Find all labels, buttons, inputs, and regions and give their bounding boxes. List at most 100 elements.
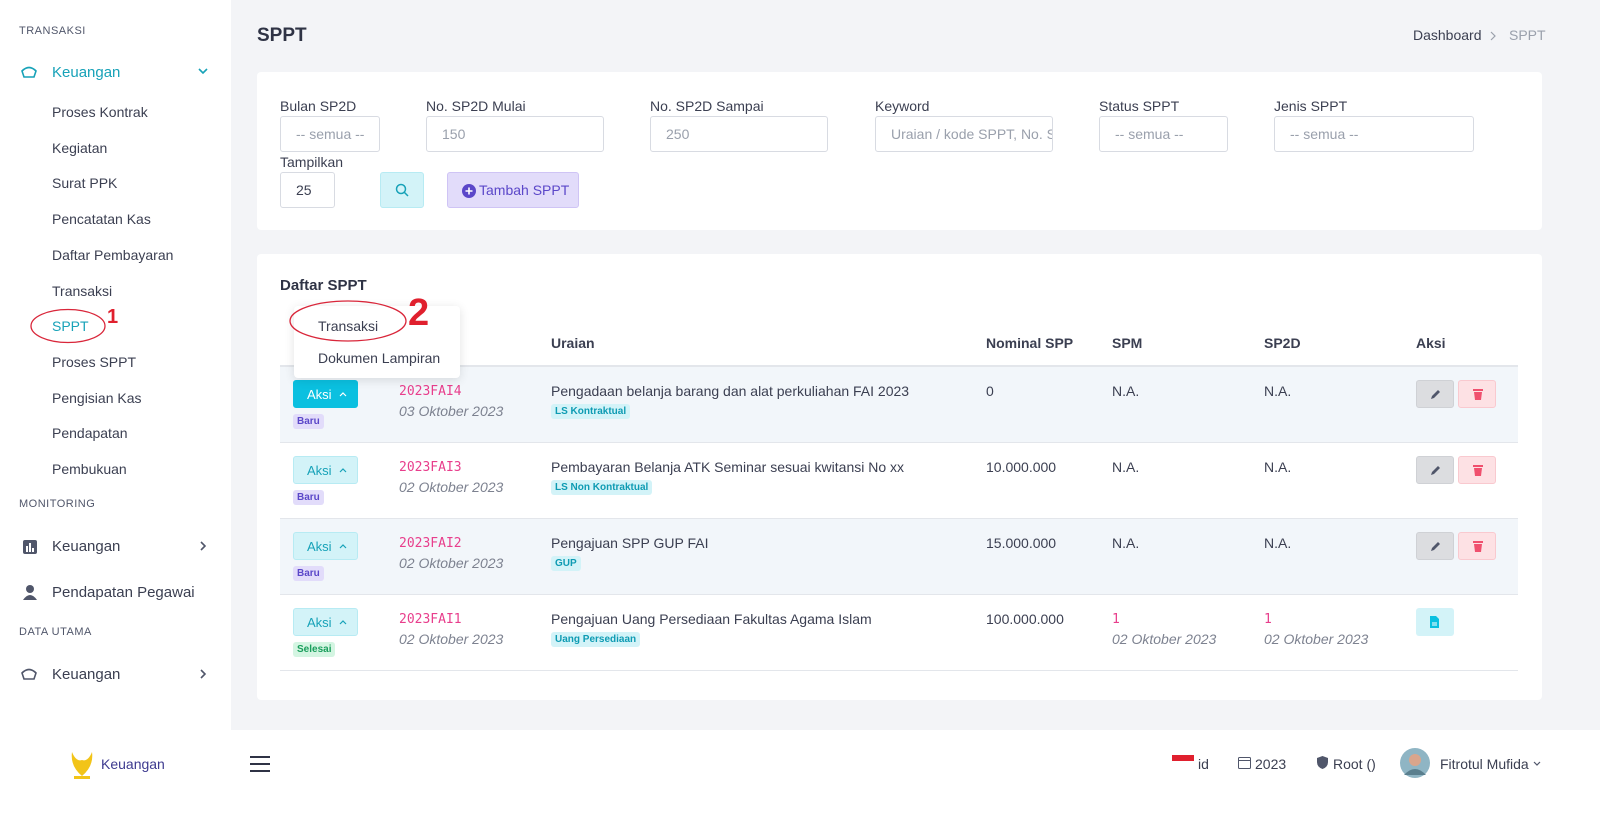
user-name[interactable]: Fitrotul Mufida — [1440, 756, 1529, 772]
delete-icon-part — [1473, 541, 1483, 543]
action-button[interactable]: Aksi — [293, 532, 358, 560]
annotation-ellipse-part — [30, 308, 106, 344]
delete-button[interactable] — [1458, 380, 1496, 408]
breadcrumb-item[interactable]: Dashboard — [1413, 27, 1482, 43]
field-input[interactable]: 25 — [280, 172, 335, 208]
edit-button[interactable] — [1416, 456, 1454, 484]
shield-icon — [1317, 756, 1328, 769]
chevron-part — [200, 541, 207, 551]
caret-part — [339, 468, 347, 473]
breadcrumb-sep — [1490, 31, 1496, 41]
breadcrumb-sep-part — [1490, 31, 1496, 41]
nominal: 100.000.000 — [986, 611, 1064, 627]
edit-icon-part — [1431, 542, 1440, 551]
page-title: SPPT — [257, 25, 307, 46]
field-input[interactable]: 150 — [426, 116, 604, 152]
menu-item[interactable]: Pendapatan Pegawai — [52, 584, 195, 601]
main: SPPT Dashboard SPPT Bulan SP2D -- semua -- No… — [231, 0, 1600, 730]
search-icon — [395, 183, 409, 197]
action-button[interactable]: Aksi — [293, 380, 358, 408]
field-label: No. SP2D Mulai — [426, 98, 526, 114]
menu-item[interactable]: Keuangan — [52, 538, 121, 555]
menu-item[interactable]: Keuangan — [52, 666, 121, 683]
field-input[interactable]: -- semua -- — [1274, 116, 1474, 152]
delete-icon-part — [1473, 389, 1483, 391]
dropdown-item[interactable]: Dokumen Lampiran — [318, 350, 441, 366]
submenu-item[interactable]: SPPT — [52, 318, 89, 335]
submenu-item[interactable]: Pembukuan — [52, 461, 127, 477]
dropdown-item[interactable]: Transaksi — [318, 318, 379, 334]
breadcrumb-item: SPPT — [1509, 27, 1546, 43]
submenu-item[interactable]: Pencatatan Kas — [52, 211, 151, 228]
calendar-icon-part — [1238, 757, 1251, 769]
hamburger — [250, 756, 270, 772]
avatar-part — [1409, 754, 1421, 766]
edit-button[interactable] — [1416, 532, 1454, 560]
type-tag: Uang Persediaan — [551, 632, 641, 647]
sppt-code[interactable]: 2023FAI4 — [399, 384, 462, 399]
description: Pengajuan Uang Persediaan Fakultas Agama… — [551, 611, 872, 627]
chevron — [1533, 761, 1541, 766]
annotation-ellipse-part — [289, 300, 407, 342]
sidebar: TRANSAKSI Keuangan Proses Kontrak Kegiatan S… — [0, 0, 231, 730]
field-input[interactable]: 250 — [650, 116, 828, 152]
menu-icon-part — [23, 595, 37, 600]
sppt-code[interactable]: 2023FAI2 — [399, 536, 462, 551]
status-badge: Baru — [293, 414, 324, 429]
logo — [71, 752, 93, 779]
submenu-item[interactable]: Kegiatan — [52, 139, 108, 156]
menu-icon-part — [21, 668, 37, 680]
field-label: Status SPPT — [1099, 98, 1180, 114]
filter-card: Bulan SP2D -- semua -- No. SP2D Mulai 150 No… — [257, 72, 1542, 230]
add-button[interactable]: Tambah SPPT — [447, 172, 579, 208]
search-button[interactable] — [380, 172, 424, 208]
caret — [339, 544, 347, 549]
field-label: Bulan SP2D — [280, 98, 357, 114]
edit-icon — [1431, 466, 1440, 475]
chevron — [198, 68, 208, 75]
logo-part — [74, 776, 90, 779]
action-button[interactable]: Aksi — [293, 456, 358, 484]
sppt-date: 03 Oktober 2023 — [399, 403, 504, 419]
field-label: Keyword — [875, 98, 930, 114]
dropdown-menu: Transaksi Dokumen Lampiran — [294, 306, 460, 378]
search-icon-part — [395, 183, 407, 195]
field-input[interactable]: -- semua -- — [280, 116, 380, 152]
edit-icon-part — [1431, 466, 1440, 475]
submenu-item[interactable]: Proses SPPT — [52, 353, 137, 370]
delete-button[interactable] — [1458, 532, 1496, 560]
flag — [1172, 755, 1194, 767]
delete-icon — [1473, 541, 1483, 552]
sppt-code[interactable]: 2023FAI1 — [399, 612, 462, 627]
delete-icon-part — [1474, 544, 1482, 552]
submenu-item[interactable]: Pendapatan — [52, 425, 128, 442]
action-button[interactable]: Aksi — [293, 608, 358, 636]
edit-button[interactable] — [1416, 380, 1454, 408]
delete-button[interactable] — [1458, 456, 1496, 484]
annotation-number: 1 — [107, 306, 119, 328]
description: Pembayaran Belanja ATK Seminar sesuai kw… — [551, 459, 905, 475]
submenu-item[interactable]: Surat PPK — [52, 175, 118, 192]
caret — [339, 620, 347, 625]
language[interactable]: id — [1198, 756, 1209, 772]
submenu-item[interactable]: Proses Kontrak — [52, 104, 148, 120]
sppt-code[interactable]: 2023FAI3 — [399, 460, 462, 475]
submenu-item[interactable]: Daftar Pembayaran — [52, 246, 174, 263]
delete-icon — [1473, 465, 1483, 476]
submenu-item[interactable]: Transaksi — [52, 282, 113, 299]
type-tag: GUP — [551, 556, 581, 571]
role[interactable]: Root () — [1333, 756, 1376, 772]
delete-icon-part — [1474, 392, 1482, 400]
list-card: Daftar SPPT Uraian Nominal SPP SPM SP2D Aksi A… — [257, 254, 1542, 700]
field-input[interactable]: Uraian / kode SPPT, No. S — [875, 116, 1053, 152]
flag-part — [1172, 761, 1194, 767]
menu-item[interactable]: Keuangan — [52, 64, 121, 81]
submenu-item[interactable]: Pengisian Kas — [52, 389, 142, 406]
status-badge: Selesai — [293, 642, 336, 657]
table-row: Aksi Baru 2023FAI4 03 Oktober 2023 Pengadaan… — [280, 367, 1518, 443]
field-input[interactable]: -- semua -- — [1099, 116, 1228, 152]
year[interactable]: 2023 — [1255, 756, 1287, 772]
chevron-part — [200, 669, 207, 679]
file-button[interactable] — [1416, 608, 1454, 636]
